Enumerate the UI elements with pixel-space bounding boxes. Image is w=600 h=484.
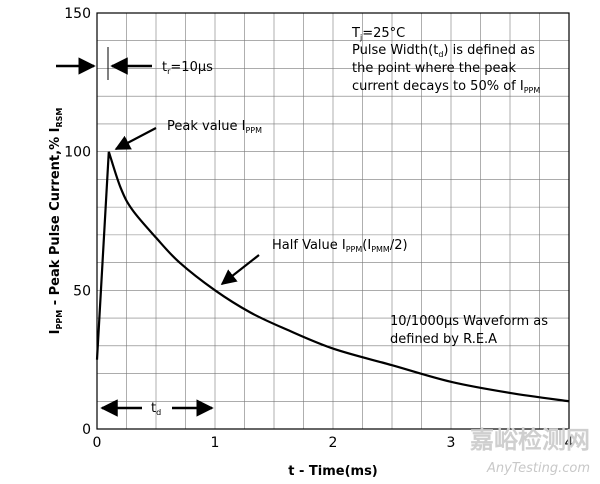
waveform-line	[95, 151, 570, 403]
pulse-width-line1: Pulse Width(td) is defined as	[352, 43, 535, 59]
pulse-width-line3: current decays to 50% of IPPM	[352, 79, 540, 95]
x-ticks: 0 1 2 3 4	[93, 435, 574, 451]
watermark-cn: 嘉峪检测网	[470, 426, 590, 454]
x-axis-title: t - Time(ms)	[288, 464, 378, 479]
peak-label: Peak value IPPM	[167, 119, 262, 135]
x-tick-label: 3	[447, 435, 456, 451]
x-tick-label: 1	[211, 435, 220, 451]
half-value-label: Half Value IPPM(IPMM/2)	[272, 238, 408, 254]
y-tick-label: 100	[64, 145, 91, 161]
waveform-line1: 10/1000µs Waveform as	[390, 314, 548, 329]
tr-label: tr=10µs	[162, 60, 213, 76]
tj-label: Tj=25°C	[351, 26, 405, 42]
x-tick-label: 0	[93, 435, 102, 451]
waveform-note: 10/1000µs Waveform as defined by R.E.A	[390, 314, 548, 347]
y-axis-title: IPPM - Peak Pulse Current,% IRSM	[48, 108, 64, 335]
td-label: td	[151, 401, 161, 417]
pulse-width-line2: the point where the peak	[352, 61, 516, 76]
y-tick-label: 0	[82, 422, 91, 438]
plot-frame	[96, 12, 570, 430]
grid	[97, 13, 569, 429]
y-tick-label: 150	[64, 6, 91, 22]
waveform-line2: defined by R.E.A	[390, 332, 497, 347]
x-tick-label: 2	[329, 435, 338, 451]
tr-annotation: tr=10µs	[56, 47, 213, 80]
watermark-en: AnyTesting.com	[486, 461, 590, 476]
x-tick-label: 4	[565, 435, 574, 451]
y-tick-label: 50	[73, 283, 91, 299]
half-value-arrow	[220, 254, 260, 285]
peak-arrow	[114, 127, 157, 150]
td-annotation: td	[100, 399, 214, 417]
conditions-note: Tj=25°C Pulse Width(td) is defined as th…	[351, 26, 540, 95]
y-ticks: 0 50 100 150	[64, 6, 91, 438]
half-value-annotation: Half Value IPPM(IPMM/2)	[220, 238, 408, 285]
peak-annotation: Peak value IPPM	[114, 119, 262, 150]
